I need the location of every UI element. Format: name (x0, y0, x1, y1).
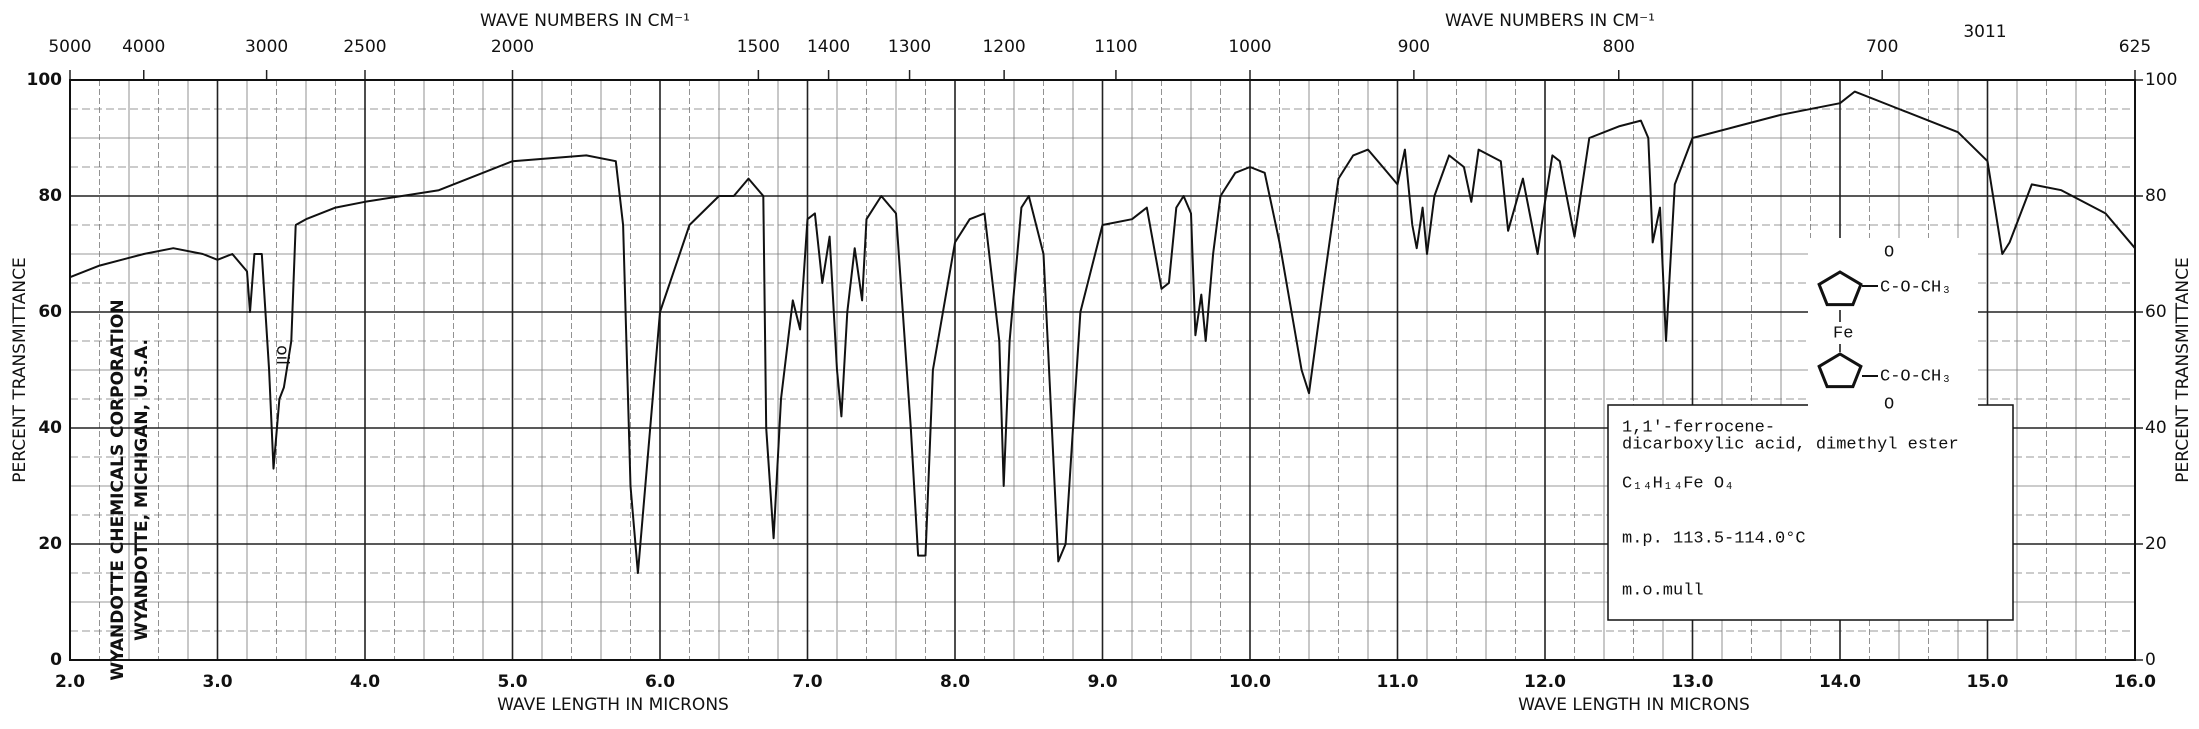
x2-tick-label: 800 (1603, 37, 1635, 57)
x2-tick-label: 625 (2119, 37, 2151, 57)
x-tick-label: 2.0 (55, 672, 85, 692)
compound-text: m.p. 113.5-114.0°C (1622, 529, 1806, 548)
x-tick-label: 8.0 (940, 672, 970, 692)
y2-tick-label: 0 (2145, 650, 2156, 670)
y-tick-label: 60 (38, 302, 62, 322)
top-axis-label: WAVE NUMBERS IN CM⁻¹ (480, 11, 690, 31)
x-tick-label: 6.0 (645, 672, 675, 692)
compound-box (1607, 404, 2014, 621)
x-tick-label: 15.0 (1967, 672, 2009, 692)
y2-tick-label: 40 (2145, 418, 2167, 438)
x-tick-label: 3.0 (202, 672, 232, 692)
structure-bg (1808, 238, 1978, 410)
x-axis-label: WAVE LENGTH IN MICRONS (497, 695, 729, 715)
x2-tick-label: 900 (1398, 37, 1430, 57)
chart-number: 3011 (1963, 22, 2006, 42)
compound-text: 1,1'-ferrocene- (1622, 418, 1775, 437)
compound-text: C₁₄H₁₄Fe O₄ (1622, 474, 1734, 493)
plot-frame (69, 79, 2136, 661)
x-tick-label: 4.0 (350, 672, 380, 692)
x-tick-label: 14.0 (1819, 672, 1861, 692)
y-tick-label: 20 (38, 534, 62, 554)
y2-tick-label: 100 (2145, 70, 2177, 90)
x2-tick-label: 1300 (888, 37, 931, 57)
x-tick-label: 12.0 (1524, 672, 1566, 692)
x2-tick-label: 5000 (48, 37, 91, 57)
cyclopentadienyl-ring (1817, 270, 1863, 307)
x-tick-label: 5.0 (497, 672, 527, 692)
structure-text: C-O-CH₃ (1880, 278, 1951, 297)
x2-tick-label: 2500 (343, 37, 386, 57)
structure-text: O (1884, 243, 1894, 262)
x-tick-label: 9.0 (1087, 672, 1117, 692)
y2-tick-label: 60 (2145, 302, 2167, 322)
y2-axis-label: PERCENT TRANSMITTANCE (2173, 257, 2193, 483)
x-tick-label: 11.0 (1377, 672, 1419, 692)
y-axis-label: PERCENT TRANSMITTANCE (10, 257, 30, 483)
cyclopentadienyl-ring (1817, 352, 1863, 389)
oil-label: oil (272, 345, 292, 365)
x2-tick-label: 3000 (245, 37, 288, 57)
x2-tick-label: 1500 (737, 37, 780, 57)
x-tick-label: 16.0 (2114, 672, 2156, 692)
x2-tick-label: 4000 (122, 37, 165, 57)
x-axis-label: WAVE LENGTH IN MICRONS (1518, 695, 1750, 715)
x2-tick-label: 700 (1866, 37, 1898, 57)
x2-tick-label: 1000 (1228, 37, 1271, 57)
x-tick-label: 7.0 (792, 672, 822, 692)
x-tick-label: 13.0 (1672, 672, 1714, 692)
y-tick-label: 100 (27, 70, 63, 90)
y2-tick-label: 80 (2145, 186, 2167, 206)
compound-text: m.o.mull (1622, 581, 1704, 600)
x2-tick-label: 1100 (1094, 37, 1137, 57)
structure-text: C-O-CH₃ (1880, 367, 1951, 386)
x-tick-label: 10.0 (1229, 672, 1271, 692)
structure-text: O (1884, 395, 1894, 414)
company-label: WYANDOTTE CHEMICALS CORPORATION (108, 299, 128, 680)
y-tick-label: 0 (50, 650, 62, 670)
y-tick-label: 40 (38, 418, 62, 438)
x2-tick-label: 1400 (807, 37, 850, 57)
compound-text: dicarboxylic acid, dimethyl ester (1622, 435, 1959, 454)
y2-tick-label: 20 (2145, 534, 2167, 554)
spectrum-line (69, 90, 2136, 574)
x2-tick-label: 2000 (491, 37, 534, 57)
structure-text: Fe (1833, 324, 1853, 343)
y-tick-label: 80 (38, 186, 62, 206)
company-address: WYANDOTTE, MICHIGAN, U.S.A. (132, 339, 152, 641)
top-axis-label: WAVE NUMBERS IN CM⁻¹ (1445, 11, 1655, 31)
x2-tick-label: 1200 (982, 37, 1025, 57)
